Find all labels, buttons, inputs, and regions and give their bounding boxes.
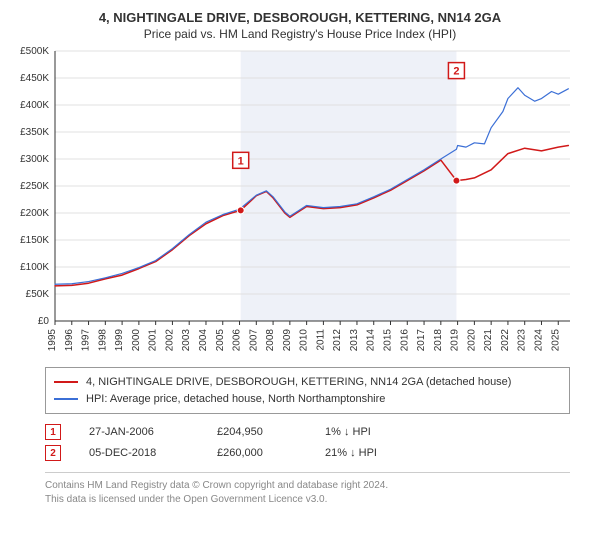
attribution-footer: Contains HM Land Registry data © Crown c…: [45, 472, 570, 507]
x-tick-label: 2011: [315, 329, 326, 351]
sale-price: £204,950: [217, 422, 297, 443]
sale-row-marker: 2: [45, 445, 61, 461]
legend-swatch: [54, 381, 78, 383]
x-tick-label: 2015: [383, 329, 394, 352]
y-tick-label: £350K: [20, 127, 49, 138]
y-tick-label: £300K: [20, 154, 49, 165]
sale-marker-number: 1: [238, 155, 244, 167]
x-tick-label: 2024: [533, 329, 544, 352]
legend-label: 4, NIGHTINGALE DRIVE, DESBOROUGH, KETTER…: [86, 374, 511, 391]
legend-swatch: [54, 398, 78, 400]
x-tick-label: 1999: [114, 329, 125, 352]
y-tick-label: £500K: [20, 46, 49, 57]
x-tick-label: 1995: [47, 329, 58, 352]
sale-dot: [237, 207, 244, 214]
sale-marker-number: 2: [453, 66, 459, 78]
x-tick-label: 2005: [215, 329, 226, 352]
x-tick-label: 2018: [433, 329, 444, 352]
sale-hpi-delta: 21% ↓ HPI: [325, 443, 435, 464]
x-tick-label: 2022: [500, 329, 511, 352]
footer-line: Contains HM Land Registry data © Crown c…: [45, 479, 570, 493]
x-tick-label: 2004: [198, 329, 209, 352]
legend-item: 4, NIGHTINGALE DRIVE, DESBOROUGH, KETTER…: [54, 374, 561, 391]
x-tick-label: 2025: [550, 329, 561, 352]
sale-date: 05-DEC-2018: [89, 443, 189, 464]
x-tick-label: 2014: [366, 329, 377, 352]
sale-price: £260,000: [217, 443, 297, 464]
y-tick-label: £50K: [26, 289, 50, 300]
sale-row-marker: 1: [45, 424, 61, 440]
x-tick-label: 1997: [81, 329, 92, 352]
y-tick-label: £0: [38, 316, 50, 327]
price-chart: £0 £50K £100K £150K £200K £250K £300K £350K £400…: [0, 41, 600, 361]
x-tick-label: 2008: [265, 329, 276, 352]
footer-line: This data is licensed under the Open Gov…: [45, 493, 570, 507]
sale-date: 27-JAN-2006: [89, 422, 189, 443]
y-tick-label: £250K: [20, 181, 49, 192]
x-tick-label: 2012: [332, 329, 343, 352]
x-tick-label: 2016: [399, 329, 410, 352]
x-tick-label: 1996: [64, 329, 75, 352]
x-tick-label: 2017: [416, 329, 427, 352]
x-tick-label: 2010: [299, 329, 310, 352]
y-tick-label: £150K: [20, 235, 49, 246]
x-tick-label: 2019: [450, 329, 461, 352]
y-tick-label: £200K: [20, 208, 49, 219]
x-tick-label: 2003: [181, 329, 192, 352]
legend: 4, NIGHTINGALE DRIVE, DESBOROUGH, KETTER…: [45, 367, 570, 414]
sale-hpi-delta: 1% ↓ HPI: [325, 422, 435, 443]
x-tick-label: 2013: [349, 329, 360, 352]
x-tick-label: 2001: [148, 329, 159, 352]
x-tick-label: 2000: [131, 329, 142, 352]
x-tick-label: 2009: [282, 329, 293, 352]
y-tick-label: £400K: [20, 100, 49, 111]
x-tick-label: 2006: [232, 329, 243, 352]
x-tick-label: 2007: [248, 329, 259, 352]
legend-item: HPI: Average price, detached house, Nort…: [54, 391, 561, 408]
x-tick-label: 1998: [97, 329, 108, 352]
chart-title: 4, NIGHTINGALE DRIVE, DESBOROUGH, KETTER…: [0, 0, 600, 25]
chart-subtitle: Price paid vs. HM Land Registry's House …: [0, 25, 600, 41]
y-tick-label: £450K: [20, 73, 49, 84]
x-tick-label: 2002: [164, 329, 175, 352]
legend-label: HPI: Average price, detached house, Nort…: [86, 391, 385, 408]
sale-row: 2 05-DEC-2018 £260,000 21% ↓ HPI: [45, 443, 570, 464]
y-tick-label: £100K: [20, 262, 49, 273]
sale-row: 1 27-JAN-2006 £204,950 1% ↓ HPI: [45, 422, 570, 443]
sale-dot: [453, 177, 460, 184]
x-tick-label: 2023: [517, 329, 528, 352]
x-tick-label: 2021: [483, 329, 494, 352]
x-tick-label: 2020: [466, 329, 477, 352]
sales-table: 1 27-JAN-2006 £204,950 1% ↓ HPI 2 05-DEC-2018…: [45, 422, 570, 464]
